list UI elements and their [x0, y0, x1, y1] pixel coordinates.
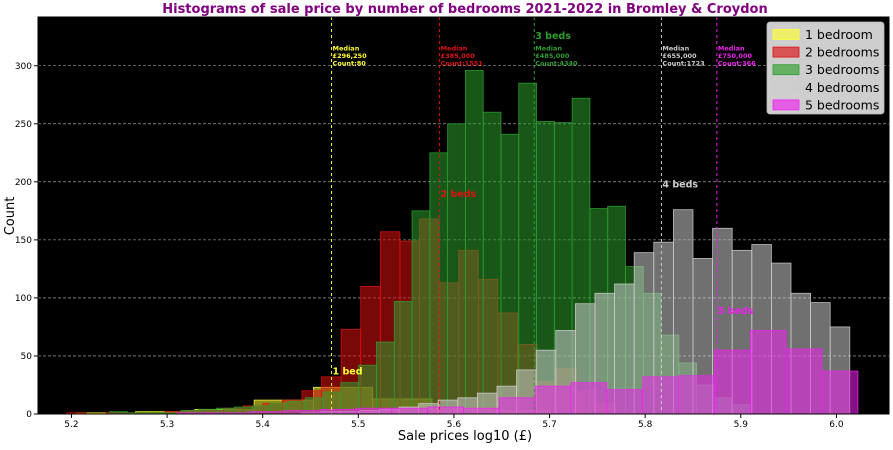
- y-tick-label: 50: [21, 352, 33, 362]
- axes-layer: 5.2 5.3 5.4 5.5 5.6 5.7 5.8 5.9 6.0 0 50 100 150 200 2…: [15, 16, 890, 430]
- histogram-bar: [570, 382, 608, 415]
- histogram-bar: [411, 210, 431, 415]
- category-label: 1 bed: [333, 367, 363, 378]
- legend-entry: 1 bedroom: [805, 27, 873, 42]
- median-annotation: Median £296,250 Count:80: [333, 45, 368, 68]
- histogram-bar: [714, 349, 751, 415]
- median-annotation-line: £296,250: [333, 52, 368, 60]
- category-label: 3 beds: [535, 31, 571, 42]
- histogram-bar: [465, 69, 484, 415]
- category-label: 4 beds: [662, 180, 698, 191]
- x-tick-label: 5.9: [734, 420, 749, 430]
- histogram-bar: [678, 375, 715, 415]
- histogram-bar: [498, 397, 536, 415]
- median-annotation-line: Count:4340: [535, 60, 578, 68]
- median-annotation-line: Median: [662, 45, 689, 53]
- legend-swatch: [772, 29, 800, 40]
- legend-entry: 3 bedrooms: [805, 62, 879, 77]
- x-tick-label: 5.2: [64, 420, 78, 430]
- histogram-bar: [785, 348, 823, 415]
- median-annotation-line: Median: [441, 45, 468, 53]
- legend-entry: 5 bedrooms: [805, 97, 879, 112]
- histogram-bar: [427, 406, 464, 415]
- chart-title: Histograms of sale price by number of be…: [162, 2, 768, 17]
- median-annotation: Median £485,000 Count:4340: [535, 45, 578, 68]
- y-axis-label: Count: [3, 197, 18, 236]
- histogram-bar: [482, 111, 502, 415]
- y-tick-label: 200: [15, 178, 32, 188]
- x-tick-label: 5.5: [351, 420, 365, 430]
- y-tick-label: 250: [15, 120, 32, 130]
- x-tick-label: 5.3: [160, 420, 174, 430]
- median-annotation-line: Count:80: [333, 60, 367, 68]
- y-tick-label: 0: [26, 410, 32, 420]
- histogram-bar: [355, 407, 393, 415]
- histogram-bar: [283, 410, 321, 415]
- x-tick-label: 5.6: [447, 420, 462, 430]
- y-tick-label: 100: [15, 294, 32, 304]
- bars-layer: [66, 69, 859, 415]
- histogram-bar: [391, 407, 429, 415]
- histogram-bar: [821, 370, 859, 415]
- histogram-bar: [534, 385, 572, 415]
- x-tick-label: 5.8: [638, 420, 653, 430]
- median-annotation-line: £750,000: [718, 52, 753, 60]
- median-annotation-line: £485,000: [535, 52, 570, 60]
- histogram-bar: [500, 133, 520, 415]
- median-annotation-line: Median: [535, 45, 562, 53]
- median-annotation-line: Median: [333, 45, 360, 53]
- x-axis-label: Sale prices log10 (£): [398, 429, 532, 444]
- legend: 1 bedroom 2 bedrooms 3 bedrooms 4 bedrooms 5…: [766, 21, 885, 115]
- histogram-bar: [376, 341, 395, 415]
- y-tick-label: 300: [15, 62, 32, 72]
- median-annotation: Median £655,000 Count:1723: [662, 45, 704, 68]
- legend-entry: 2 bedrooms: [805, 45, 879, 60]
- category-label: 2 beds: [441, 189, 477, 200]
- legend-entry: 4 bedrooms: [805, 80, 879, 95]
- median-annotation-line: Count:1551: [441, 60, 484, 68]
- median-annotation-line: £655,000: [662, 52, 697, 60]
- series-5-bars: [176, 330, 859, 415]
- histogram-bar: [447, 123, 466, 415]
- median-annotation-line: Count:1723: [662, 60, 704, 68]
- legend-swatch: [772, 81, 800, 93]
- legend-swatch: [772, 46, 800, 58]
- median-annotation: Median £750,000 Count:366: [718, 45, 756, 68]
- histogram-bar: [642, 376, 680, 415]
- median-annotation: Median £385,000 Count:1551: [441, 45, 484, 68]
- histogram-bar: [749, 330, 787, 415]
- x-tick-label: 5.7: [542, 420, 556, 430]
- median-annotation-line: £385,000: [441, 52, 476, 60]
- histogram-bar: [463, 407, 500, 415]
- histogram-bar: [393, 301, 413, 415]
- x-tick-label: 6.0: [829, 420, 844, 430]
- legend-swatch: [772, 99, 800, 111]
- histogram-bar: [319, 408, 357, 415]
- plot-frame: [37, 16, 890, 415]
- median-annotation-line: Count:366: [718, 60, 756, 68]
- x-tick-label: 5.4: [256, 420, 271, 430]
- category-label: 5 beds: [718, 306, 754, 317]
- legend-swatch: [772, 64, 800, 76]
- y-tick-label: 150: [15, 236, 32, 246]
- median-annotation-line: Median: [718, 45, 745, 53]
- histogram-bar: [606, 389, 644, 415]
